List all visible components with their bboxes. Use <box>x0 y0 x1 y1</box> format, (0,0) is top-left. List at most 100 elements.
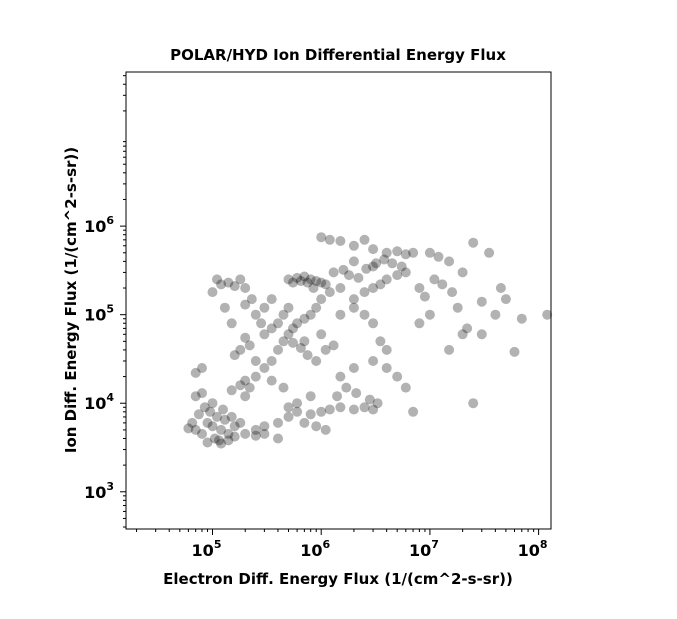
data-point <box>266 323 277 334</box>
data-point <box>509 346 520 357</box>
data-point <box>348 404 359 415</box>
data-point <box>229 281 240 292</box>
data-point <box>197 428 207 439</box>
data-point <box>408 406 419 417</box>
y-axis-label: Ion Diff. Energy Flux (1/(cm^2-s-sr)) <box>62 147 80 453</box>
x-tick-label: 108 <box>518 538 548 560</box>
data-point <box>359 309 370 320</box>
data-point <box>288 323 298 334</box>
data-point <box>226 411 237 422</box>
data-point <box>305 409 316 420</box>
data-point <box>202 437 213 448</box>
data-point <box>278 336 289 347</box>
data-point <box>348 302 359 313</box>
data-point <box>209 433 220 444</box>
data-point <box>240 283 251 293</box>
data-point <box>212 274 222 285</box>
data-point <box>424 309 435 320</box>
data-point <box>299 313 310 324</box>
data-point <box>223 277 234 288</box>
data-point <box>292 398 303 409</box>
data-point <box>392 246 403 257</box>
data-point <box>316 329 327 340</box>
data-point <box>400 267 411 278</box>
data-point <box>283 329 294 340</box>
data-point <box>266 294 277 305</box>
data-point <box>348 294 359 305</box>
data-point <box>305 309 316 320</box>
data-point <box>368 261 379 272</box>
data-point <box>212 411 222 422</box>
data-point <box>335 402 346 413</box>
data-point <box>419 291 430 302</box>
data-point <box>324 287 335 298</box>
data-point <box>207 287 218 298</box>
data-point <box>292 406 303 417</box>
data-point <box>424 247 435 258</box>
data-point <box>190 391 201 402</box>
data-point <box>197 363 207 373</box>
x-tick-label: 105 <box>192 538 222 560</box>
data-point <box>462 323 473 334</box>
data-point <box>368 404 379 415</box>
data-point <box>259 428 270 439</box>
data-point <box>381 363 392 373</box>
data-point <box>207 421 218 432</box>
data-point <box>235 417 246 428</box>
y-tick-label: 104 <box>84 391 114 413</box>
data-point <box>341 382 352 393</box>
data-point <box>484 247 495 258</box>
data-point <box>542 309 553 320</box>
data-point <box>283 402 294 413</box>
data-point <box>348 240 359 251</box>
data-point <box>316 232 327 243</box>
data-point <box>408 247 419 258</box>
data-point <box>437 279 448 290</box>
data-point <box>433 251 444 262</box>
data-point <box>216 424 227 435</box>
data-point <box>235 274 246 285</box>
data-point <box>381 247 392 258</box>
data-point <box>320 344 331 355</box>
data-point <box>250 424 261 435</box>
x-tick-label: 107 <box>409 538 439 560</box>
data-point <box>375 336 386 347</box>
data-point <box>348 363 359 373</box>
data-point <box>278 382 289 393</box>
data-point <box>364 394 375 405</box>
data-point <box>190 424 201 435</box>
data-point <box>335 309 346 320</box>
data-point <box>338 264 349 275</box>
data-point <box>229 421 240 432</box>
data-point <box>302 350 313 361</box>
data-point <box>229 431 240 442</box>
data-point <box>392 371 403 382</box>
data-point <box>259 363 270 373</box>
data-point <box>259 329 270 340</box>
data-point <box>250 356 261 366</box>
data-point <box>328 267 339 278</box>
data-point <box>199 402 210 413</box>
data-point <box>235 344 246 355</box>
data-point <box>193 409 204 420</box>
data-point <box>368 244 379 255</box>
data-point <box>335 236 346 246</box>
data-point <box>368 318 379 329</box>
data-point <box>372 398 383 409</box>
data-point <box>371 258 382 269</box>
data-point <box>368 356 379 366</box>
data-point <box>223 428 234 439</box>
data-point <box>500 294 511 305</box>
data-point <box>240 299 251 310</box>
data-point <box>202 417 213 428</box>
data-point <box>183 423 194 434</box>
data-point <box>348 256 359 267</box>
data-point <box>457 329 468 340</box>
data-point <box>223 435 234 446</box>
data-point <box>452 302 463 313</box>
data-point <box>332 391 343 402</box>
data-point <box>392 270 403 281</box>
data-point <box>359 287 370 298</box>
data-point <box>387 258 398 269</box>
